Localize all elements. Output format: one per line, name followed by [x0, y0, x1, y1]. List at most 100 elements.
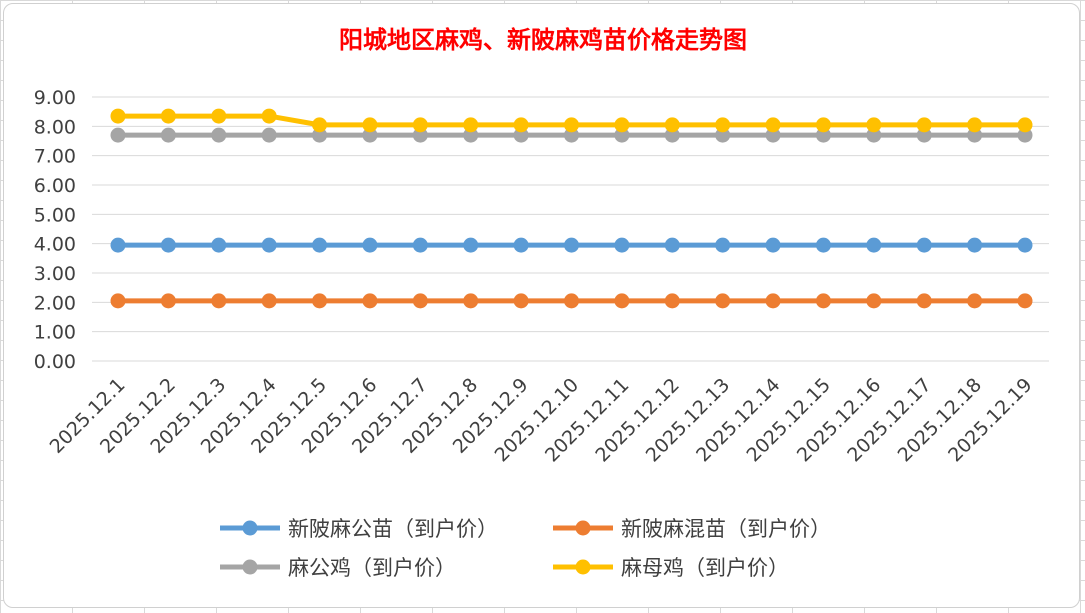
y-tick-label: 2.00 — [34, 292, 76, 314]
data-point — [1017, 117, 1033, 133]
series-3 — [110, 127, 1033, 143]
data-point — [715, 237, 731, 253]
data-point — [362, 293, 378, 309]
data-point — [967, 293, 983, 309]
legend-label: 麻公鸡（到户价） — [288, 556, 456, 580]
legend-item-4: 麻母鸡（到户价） — [553, 556, 789, 580]
data-point — [967, 117, 983, 133]
y-tick-label: 1.00 — [34, 322, 76, 344]
data-point — [513, 237, 529, 253]
series-1 — [110, 237, 1033, 253]
legend: 新陂麻公苗（到户价） 新陂麻混苗（到户价） 麻公鸡（到户价） 麻母鸡（到户价） — [220, 517, 831, 580]
data-point — [916, 237, 932, 253]
data-point — [866, 237, 882, 253]
data-point — [463, 237, 479, 253]
y-tick-label: 3.00 — [34, 263, 76, 285]
legend-item-2: 新陂麻混苗（到户价） — [553, 517, 831, 541]
data-point — [815, 127, 831, 143]
legend-marker — [575, 520, 591, 536]
data-point — [715, 293, 731, 309]
y-tick-label: 9.00 — [34, 87, 76, 109]
data-point — [916, 117, 932, 133]
data-point — [110, 237, 126, 253]
data-point — [412, 293, 428, 309]
data-point — [765, 293, 781, 309]
legend-marker — [242, 559, 258, 575]
data-point — [463, 293, 479, 309]
data-point — [160, 127, 176, 143]
data-point — [211, 237, 227, 253]
data-point — [261, 237, 277, 253]
data-point — [614, 293, 630, 309]
data-point — [614, 127, 630, 143]
data-point — [916, 127, 932, 143]
data-point — [866, 293, 882, 309]
y-tick-label: 5.00 — [34, 204, 76, 226]
data-point — [261, 293, 277, 309]
data-point — [160, 293, 176, 309]
data-point — [513, 127, 529, 143]
legend-item-1: 新陂麻公苗（到户价） — [220, 517, 498, 541]
data-point — [715, 117, 731, 133]
data-point — [1017, 127, 1033, 143]
data-point — [160, 108, 176, 124]
data-point — [614, 117, 630, 133]
legend-marker — [575, 559, 591, 575]
y-tick-label: 7.00 — [34, 146, 76, 168]
legend-label: 新陂麻混苗（到户价） — [621, 517, 831, 541]
data-point — [866, 117, 882, 133]
y-axis-ticks: 0.00 1.00 2.00 3.00 4.00 5.00 6.00 7.00 8.00 9.00 — [34, 87, 76, 373]
data-point — [715, 127, 731, 143]
legend-item-3: 麻公鸡（到户价） — [220, 556, 456, 580]
data-point — [916, 293, 932, 309]
data-point — [362, 117, 378, 133]
data-point — [362, 127, 378, 143]
data-point — [967, 237, 983, 253]
x-axis-ticks: 2025.12.12025.12.22025.12.32025.12.42025… — [46, 374, 1037, 466]
chart-title: 阳城地区麻鸡、新陂麻鸡苗价格走势图 — [339, 26, 747, 54]
legend-marker — [242, 520, 258, 536]
series-2 — [110, 293, 1033, 309]
data-point — [564, 293, 579, 309]
data-point — [110, 293, 126, 309]
data-point — [1017, 237, 1033, 253]
data-point — [160, 237, 176, 253]
data-point — [815, 117, 831, 133]
data-point — [110, 108, 126, 124]
data-point — [765, 117, 781, 133]
data-point — [412, 127, 428, 143]
data-point — [815, 293, 831, 309]
y-tick-label: 0.00 — [34, 351, 76, 373]
data-point — [564, 117, 579, 133]
y-tick-label: 6.00 — [34, 175, 76, 197]
data-point — [513, 117, 529, 133]
data-point — [312, 237, 328, 253]
data-point — [362, 237, 378, 253]
chart-frame[interactable] — [3, 3, 1080, 608]
data-point — [866, 127, 882, 143]
legend-label: 新陂麻公苗（到户价） — [288, 517, 498, 541]
data-point — [664, 127, 680, 143]
y-tick-label: 8.00 — [34, 116, 76, 138]
data-point — [261, 108, 277, 124]
data-point — [1017, 293, 1033, 309]
data-point — [412, 237, 428, 253]
data-point — [564, 237, 579, 253]
data-point — [664, 237, 680, 253]
data-point — [312, 117, 328, 133]
series-4 — [110, 108, 1033, 133]
data-point — [211, 108, 227, 124]
data-point — [765, 127, 781, 143]
data-point — [564, 127, 579, 143]
data-point — [513, 293, 529, 309]
data-point — [463, 127, 479, 143]
data-point — [765, 237, 781, 253]
legend-label: 麻母鸡（到户价） — [621, 556, 789, 580]
data-point — [815, 237, 831, 253]
series-lines — [110, 108, 1033, 309]
data-point — [412, 117, 428, 133]
data-point — [312, 127, 328, 143]
data-point — [463, 117, 479, 133]
data-point — [664, 293, 680, 309]
